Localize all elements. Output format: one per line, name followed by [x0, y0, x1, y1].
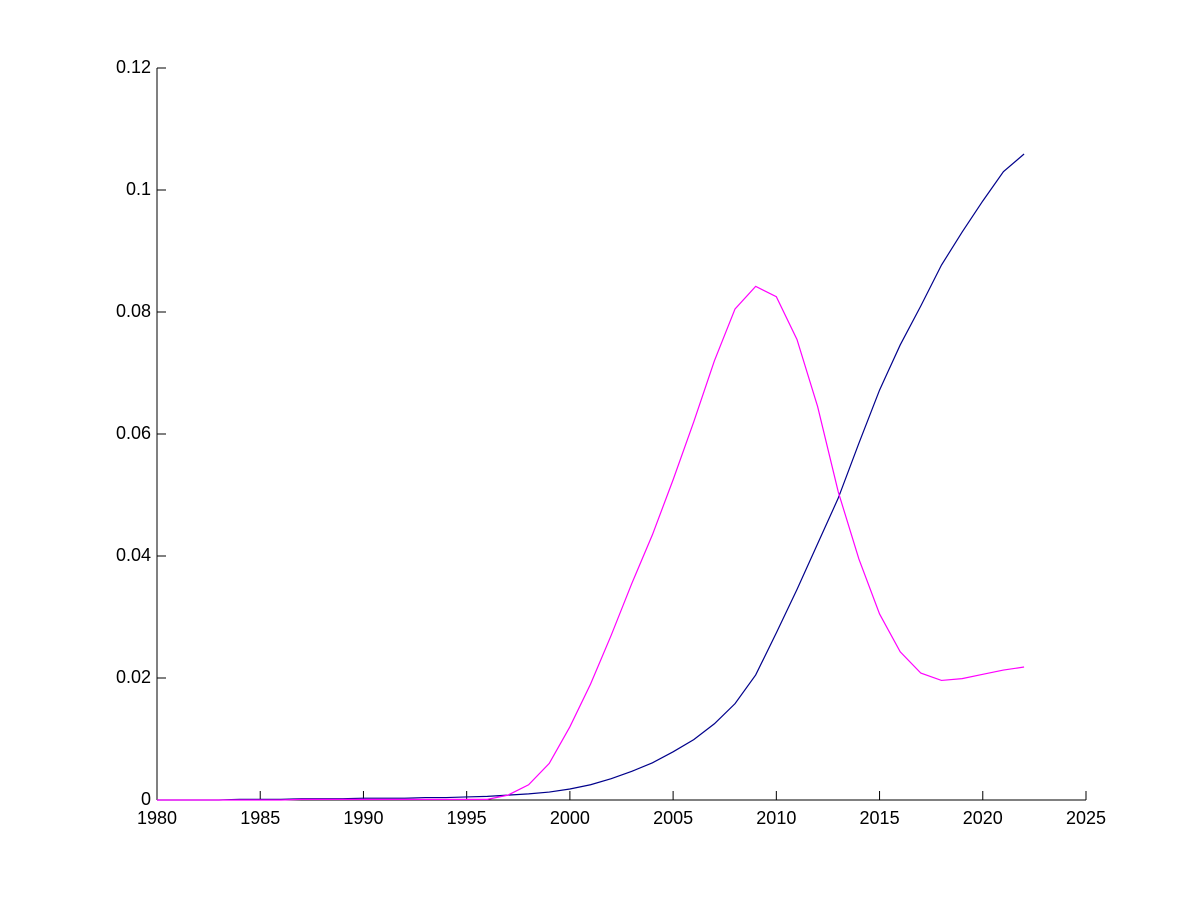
x-tick-label: 2005 — [653, 808, 693, 828]
x-tick-label: 2020 — [963, 808, 1003, 828]
x-tick-label: 1980 — [137, 808, 177, 828]
y-tick-label: 0.08 — [116, 301, 151, 321]
y-tick-label: 0.12 — [116, 57, 151, 77]
y-tick-label: 0.04 — [116, 545, 151, 565]
x-tick-label: 1990 — [343, 808, 383, 828]
y-tick-label: 0.02 — [116, 667, 151, 687]
data-line — [157, 153, 1025, 801]
x-tick-label: 2000 — [550, 808, 590, 828]
x-tick-label: 2015 — [860, 808, 900, 828]
x-tick-label: 2025 — [1066, 808, 1106, 828]
y-tick-label: 0 — [141, 789, 151, 809]
y-tick-label: 0.06 — [116, 423, 151, 443]
x-tick-label: 1985 — [240, 808, 280, 828]
x-tick-label: 2010 — [756, 808, 796, 828]
x-tick-label: 1995 — [447, 808, 487, 828]
data-line — [157, 285, 1025, 801]
y-tick-label: 0.1 — [126, 179, 151, 199]
